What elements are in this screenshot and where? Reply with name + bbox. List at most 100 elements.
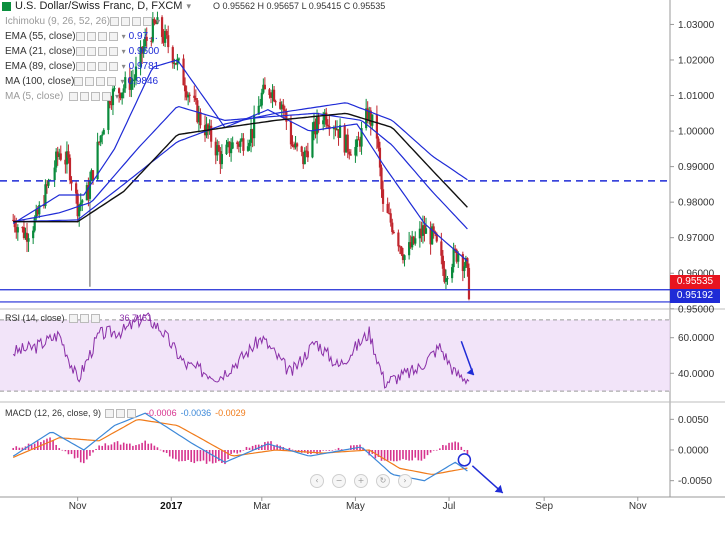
rsi-settings-icon[interactable] (79, 313, 89, 323)
candle-body (348, 151, 351, 155)
legend-menu-icon[interactable]: ▾ (156, 17, 161, 26)
candle-body (85, 185, 88, 201)
legend-menu-icon[interactable]: ▾ (121, 62, 126, 71)
zoom-out-button[interactable]: − (332, 474, 346, 488)
settings-icon[interactable] (86, 32, 96, 41)
candle-body (296, 143, 299, 147)
candle-body (154, 23, 158, 25)
settings-icon[interactable] (85, 77, 95, 86)
remove-icon[interactable] (97, 62, 107, 71)
more-icon[interactable] (108, 62, 118, 71)
remove-icon[interactable] (91, 92, 100, 101)
candle-body (411, 236, 414, 248)
eye-icon[interactable] (74, 77, 84, 86)
settings-icon[interactable] (86, 62, 96, 71)
candle-body (343, 125, 346, 153)
candle-body (101, 134, 104, 136)
more-icon[interactable] (108, 47, 118, 56)
macd-histogram-bar (98, 445, 100, 450)
macd-histogram-bar (33, 443, 36, 450)
macd-histogram-bar (95, 448, 97, 450)
reset-chart-button[interactable]: ↻ (376, 474, 390, 488)
candle-body (467, 267, 471, 300)
more-icon[interactable] (143, 17, 153, 26)
eye-icon[interactable] (69, 92, 78, 101)
candle-body (366, 108, 369, 121)
symbol-menu-icon[interactable]: ▾ (186, 0, 191, 11)
legend-row[interactable]: EMA (21, close) ▾ 0.9600 (5, 44, 160, 59)
more-icon[interactable] (107, 77, 117, 86)
macd-eye-icon[interactable] (105, 408, 115, 418)
macd-histogram-bar (439, 448, 441, 450)
macd-histogram-bar (288, 447, 291, 450)
ema-21-line (12, 59, 468, 262)
scroll-left-button[interactable]: ‹ (310, 474, 324, 488)
macd-histogram-bar (187, 450, 189, 460)
candle-body (108, 99, 111, 104)
candle-body (12, 219, 15, 221)
settings-icon[interactable] (121, 17, 131, 26)
candle-body (208, 125, 211, 132)
legend-row[interactable]: Ichimoku (9, 26, 52, 26) ▾ (5, 14, 160, 29)
eye-icon[interactable] (75, 62, 85, 71)
legend-value: 0.9781 (128, 61, 160, 72)
settings-icon[interactable] (80, 92, 89, 101)
candle-body (457, 254, 460, 262)
candle-body (107, 99, 110, 130)
macd-histogram-bar (150, 443, 153, 450)
rsi-eye-icon[interactable] (68, 313, 78, 323)
eye-icon[interactable] (75, 47, 85, 56)
candle-body (151, 19, 154, 42)
legend-menu-icon[interactable]: ▾ (115, 92, 120, 101)
candle-body (171, 47, 174, 64)
candle-body (141, 46, 144, 54)
remove-icon[interactable] (132, 17, 142, 26)
candle-body (167, 35, 170, 48)
macd-histogram-bar (175, 450, 177, 460)
eye-icon[interactable] (110, 17, 120, 26)
legend-row[interactable]: MA (100, close) ▾ 0.9846 (5, 74, 160, 89)
time-tick-label: Nov (629, 501, 647, 512)
candle-body (300, 146, 303, 152)
legend-menu-icon[interactable]: ▾ (121, 47, 126, 56)
candle-body (423, 225, 426, 234)
legend-menu-icon[interactable]: ▾ (120, 77, 125, 86)
scroll-right-button[interactable]: › (398, 474, 412, 488)
macd-histogram-bar (270, 441, 272, 450)
macd-histogram-bar (18, 447, 21, 450)
remove-icon[interactable] (96, 77, 106, 86)
candle-body (292, 146, 296, 148)
candle-body (25, 232, 29, 242)
time-tick-label: Mar (253, 501, 271, 512)
candle-body (443, 268, 446, 282)
candle-body (122, 88, 125, 93)
more-icon[interactable] (108, 32, 118, 41)
macd-settings-icon[interactable] (116, 408, 126, 418)
macd-histogram-bar (67, 450, 70, 455)
rsi-remove-icon[interactable] (90, 313, 100, 323)
legend-menu-icon[interactable]: ▾ (121, 32, 126, 41)
zoom-in-button[interactable]: + (354, 474, 368, 488)
macd-histogram-bar (273, 446, 275, 450)
candle-body (119, 93, 122, 99)
candle-body (225, 144, 228, 155)
legend-row[interactable]: EMA (89, close) ▾ 0.9781 (5, 59, 160, 74)
candle-body (455, 249, 458, 262)
legend-row[interactable]: EMA (55, close) ▾ 0.97… (5, 29, 160, 44)
settings-icon[interactable] (86, 47, 96, 56)
candle-body (59, 153, 62, 160)
macd-histogram-bar (113, 442, 116, 450)
eye-icon[interactable] (75, 32, 85, 41)
more-icon[interactable] (102, 92, 111, 101)
remove-icon[interactable] (97, 32, 107, 41)
macd-histogram-bar (144, 440, 146, 450)
macd-histogram-bar (156, 447, 159, 450)
price-tick-label: 0.95000 (678, 304, 715, 315)
price-tick-label: 0.97000 (678, 233, 715, 244)
legend-row[interactable]: MA (5, close) ▾ (5, 89, 160, 104)
remove-icon[interactable] (97, 47, 107, 56)
candle-body (102, 129, 105, 135)
macd-down-arrow (471, 465, 504, 494)
macd-remove-icon[interactable] (127, 408, 137, 418)
